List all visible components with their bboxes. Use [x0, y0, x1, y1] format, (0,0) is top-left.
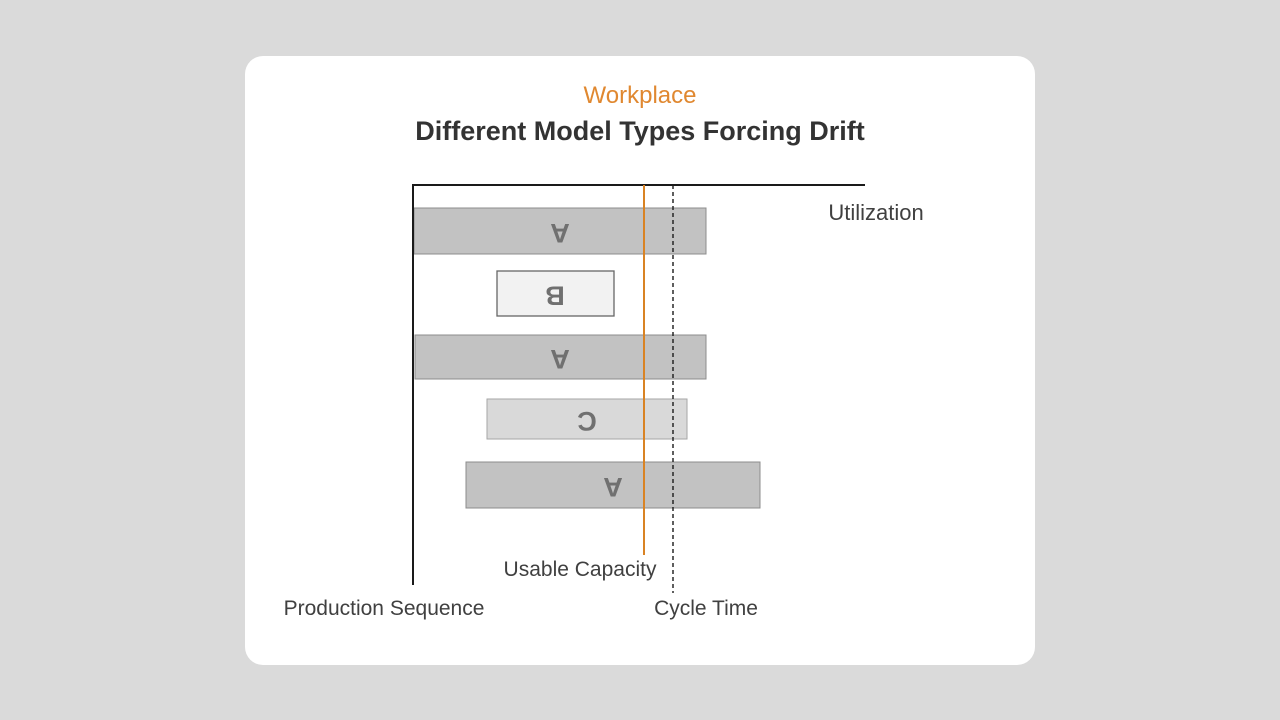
svg-text:C: C [577, 406, 597, 436]
svg-text:Usable Capacity: Usable Capacity [504, 558, 657, 581]
svg-text:Cycle Time: Cycle Time [654, 597, 758, 620]
svg-text:B: B [545, 280, 565, 310]
svg-text:Production Sequence: Production Sequence [284, 597, 485, 620]
svg-text:A: A [550, 344, 570, 374]
svg-text:Utilization: Utilization [828, 200, 923, 225]
svg-text:A: A [550, 218, 570, 248]
svg-text:A: A [603, 472, 623, 502]
